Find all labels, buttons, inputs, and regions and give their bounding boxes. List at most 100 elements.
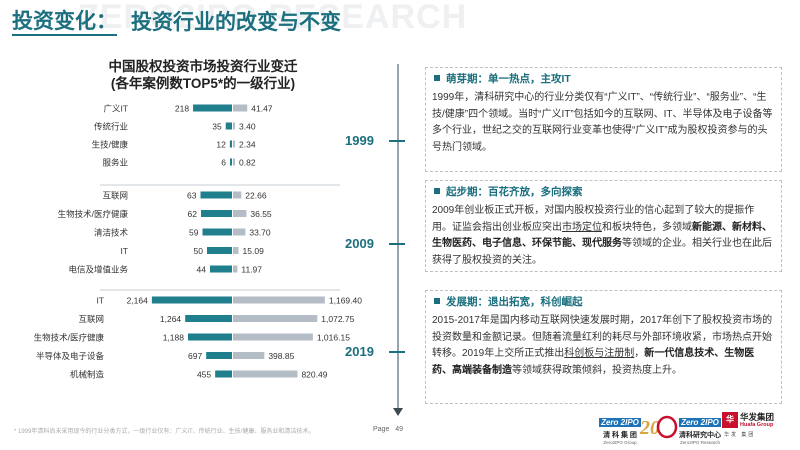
footnote: * 1999年清科尚未采用现今的行业分类方式，一级行业仅有：广义IT、传统行业、… bbox=[14, 429, 315, 435]
zero2ipo-research-logo: Zero 2IPO 清科研究中心 Zero2IPO Research bbox=[676, 412, 724, 445]
huafa-logo-sub: 华发 集团 bbox=[724, 432, 756, 438]
bar-amount bbox=[233, 104, 248, 112]
bar-case-count bbox=[230, 158, 232, 166]
value-label-amount: 1,169.40 bbox=[329, 296, 362, 306]
bar-amount bbox=[233, 265, 238, 273]
year-label-1999: 1999 bbox=[345, 133, 374, 148]
period-body: 1999年，清科研究中心的行业分类仅有“广义IT”、“传统行业”、“服务业”、“… bbox=[432, 90, 773, 156]
period-body: 2015-2017年是国内移动互联网快速发展时期，2017年创下了股权投资市场的… bbox=[432, 313, 773, 379]
period-heading: 发展期：退出拓宽，科创崛起 bbox=[426, 291, 583, 311]
emphasis-bold: 新一代信息技术、生物医药、高端装备制造 bbox=[432, 348, 755, 376]
value-label-count: 63 bbox=[187, 191, 197, 201]
category-label: 服务业 bbox=[102, 158, 128, 168]
bar-case-count bbox=[151, 296, 232, 304]
period-body: 2009年创业板正式开板，对国内股权投资行业的信心起到了较大的提振作用。证监会指… bbox=[432, 203, 773, 269]
period-body-text: ， bbox=[634, 348, 645, 359]
bar-case-count bbox=[185, 315, 232, 322]
bar-case-count bbox=[215, 370, 232, 378]
bar-amount bbox=[233, 352, 265, 359]
logo-mark: Zero 2IPO bbox=[599, 418, 641, 427]
zero2ipo-group-logo: Zero 2IPO 清 科 集 团 Zero2IPO Group bbox=[596, 412, 644, 445]
timeline-arrow-icon bbox=[393, 408, 403, 416]
timeline-tick bbox=[389, 140, 405, 142]
bar-case-count bbox=[193, 104, 232, 112]
category-label: 广义IT bbox=[103, 104, 128, 114]
logo-en: Zero2IPO Group bbox=[603, 440, 637, 445]
svg-text:20: 20 bbox=[639, 417, 660, 439]
title-accent: 投资变化： bbox=[12, 10, 117, 36]
category-label: 生物技术/医疗健康 bbox=[58, 209, 129, 219]
bar-case-count bbox=[210, 265, 232, 273]
value-label-count: 455 bbox=[197, 370, 211, 380]
bar-case-count bbox=[229, 140, 232, 148]
category-label: 生物技术/医疗健康 bbox=[34, 333, 105, 343]
value-label-count: 218 bbox=[175, 104, 189, 114]
period-heading-text: 萌芽期：单一热点，主攻IT bbox=[446, 72, 571, 85]
bullet-square-icon bbox=[434, 298, 440, 304]
value-label-amount: 33.70 bbox=[249, 228, 271, 238]
huafa-logo-name: 华发集团 bbox=[740, 412, 775, 422]
bullet-square-icon bbox=[434, 75, 440, 81]
page-number-value: 49 bbox=[395, 426, 403, 433]
timeline-tick bbox=[389, 243, 405, 245]
page-number: Page 49 bbox=[373, 426, 403, 433]
period-box-1999: 萌芽期：单一热点，主攻IT 1999年，清科研究中心的行业分类仅有“广义IT”、… bbox=[425, 67, 782, 172]
period-body-text: 1999年，清科研究中心的行业分类仅有“广义IT”、“传统行业”、“服务业”、“… bbox=[432, 92, 773, 153]
page-title: 投资变化： 投资行业的改变与不变 bbox=[12, 10, 341, 36]
value-label-count: 2,164 bbox=[127, 296, 149, 306]
category-label: 半导体及电子设备 bbox=[36, 351, 105, 361]
bar-case-count bbox=[225, 122, 232, 130]
logo-en: Zero2IPO Research bbox=[679, 440, 721, 445]
logo-name: 清 科 集 团 bbox=[603, 432, 637, 439]
value-label-count: 6 bbox=[221, 158, 226, 168]
emphasis-underline: 市场定位 bbox=[562, 221, 602, 233]
value-label-count: 59 bbox=[189, 228, 199, 238]
value-label-count: 62 bbox=[188, 209, 198, 219]
value-label-count: 1,264 bbox=[160, 314, 182, 324]
value-label-count: 44 bbox=[197, 265, 207, 275]
category-label: 生技/健康 bbox=[92, 140, 129, 150]
bar-amount bbox=[233, 333, 313, 341]
value-label-amount: 0.82 bbox=[239, 158, 256, 168]
emphasis-underline: 科创板与注册制 bbox=[564, 348, 635, 359]
value-label-amount: 1,016.15 bbox=[317, 333, 350, 343]
period-heading-text: 发展期：退出拓宽，科创崛起 bbox=[446, 295, 583, 308]
value-label-amount: 820.49 bbox=[301, 370, 327, 380]
huafa-logo-en: Huafa Group bbox=[740, 422, 774, 428]
emphasis-bold: 新能源、新材料、生物医药、电子信息、环保节能、现代服务 bbox=[432, 221, 772, 250]
period-body-text: 和板块特色，多领域 bbox=[602, 221, 692, 233]
value-label-count: 50 bbox=[194, 246, 204, 256]
bar-amount bbox=[233, 122, 235, 130]
period-box-2019: 发展期：退出拓宽，科创崛起 2015-2017年是国内移动互联网快速发展时期，2… bbox=[425, 290, 782, 404]
value-label-count: 697 bbox=[188, 351, 202, 361]
bar-case-count bbox=[207, 247, 232, 254]
period-heading: 起步期：百花齐放，多向探索 bbox=[426, 181, 583, 201]
bar-amount bbox=[233, 315, 318, 322]
page-label: Page bbox=[373, 426, 390, 433]
bar-amount bbox=[233, 247, 239, 254]
period-body-text: 2009年创业板正式开板，对国内股权投资行业的信心起到了较大的提振作用。证监会指… bbox=[432, 205, 755, 233]
logo-mark: Zero 2IPO bbox=[679, 418, 721, 427]
category-label: IT bbox=[96, 296, 104, 306]
bar-amount bbox=[233, 228, 246, 236]
value-label-amount: 398.85 bbox=[268, 351, 294, 361]
period-body-text: 等领域获得政策倾斜，投资热度上升。 bbox=[512, 364, 682, 376]
bar-case-count bbox=[206, 352, 232, 359]
category-label: 清洁技术 bbox=[94, 228, 129, 238]
value-label-amount: 15.09 bbox=[243, 246, 265, 256]
category-label: 机械制造 bbox=[70, 370, 105, 380]
timeline-tick bbox=[389, 351, 405, 353]
value-label-amount: 1,072.75 bbox=[321, 314, 354, 324]
value-label-count: 35 bbox=[212, 122, 222, 132]
period-body-text: 等领域的企业。相关行业也在此后获得了股权投资的关注。 bbox=[432, 238, 772, 266]
bar-amount bbox=[233, 158, 235, 166]
value-label-count: 12 bbox=[216, 140, 226, 150]
value-label-amount: 2.34 bbox=[239, 140, 256, 150]
bar-amount bbox=[233, 370, 298, 378]
bullet-square-icon bbox=[434, 188, 440, 194]
year-label-2009: 2009 bbox=[345, 236, 374, 251]
category-label: 互联网 bbox=[78, 314, 104, 324]
bar-case-count bbox=[200, 191, 232, 199]
year-label-2019: 2019 bbox=[345, 344, 374, 359]
timeline-line bbox=[397, 64, 399, 412]
